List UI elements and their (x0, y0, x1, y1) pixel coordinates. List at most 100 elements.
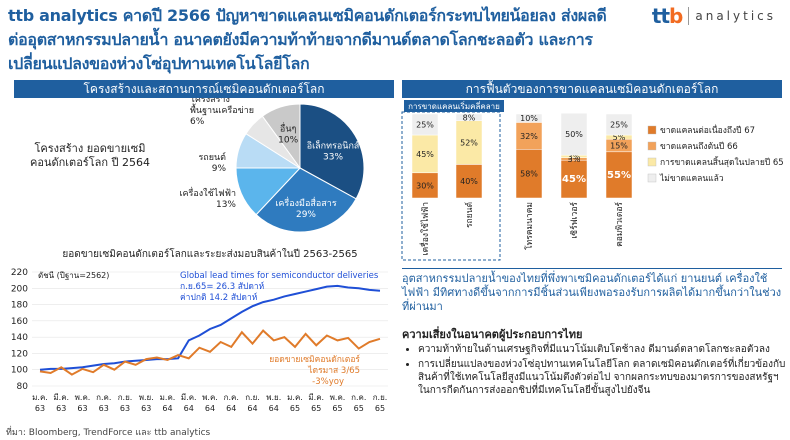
x-tick-label: พ.ย. (266, 393, 281, 402)
x-tick-label: ก.ค. (96, 393, 111, 402)
bar-segment (411, 134, 439, 174)
bar-value-label: 25% (610, 121, 628, 130)
y-tick-label: 120 (11, 349, 28, 359)
logo-word: analytics (695, 9, 776, 23)
risk-title: ความเสี่ยงในอนาคตผู้ประกอบการไทย (402, 328, 583, 341)
bar-segment (560, 159, 588, 199)
stacked-bar-chart: การขาดแคลนเริ่มคลี่คลาย 30% 45% 25% เครื่องใ… (401, 100, 784, 261)
x-tick-label: 63 (99, 404, 109, 413)
y-tick-label: 220 (11, 268, 28, 278)
bar-value-label: 32% (520, 132, 538, 141)
x-tick-label: 65 (354, 404, 364, 413)
line-title: ยอดขายเซมิคอนดักเตอร์โลกและระยะส่งมอบสิน… (62, 249, 358, 260)
y-tick-label: 180 (11, 301, 28, 311)
bar-segment (515, 113, 543, 123)
x-tick-label: 63 (141, 404, 151, 413)
x-tick-label: ก.ย. (118, 393, 133, 402)
bar-value-label: 52% (460, 139, 478, 148)
bar-segment (411, 172, 439, 199)
x-tick-label: ม.ค. (32, 393, 48, 402)
category-label: คอมพิวเตอร์ (614, 202, 625, 247)
pie-label: เครื่องใช้ไฟฟ้า (179, 186, 236, 199)
x-tick-label: มี.ค. (181, 393, 197, 402)
x-tick-label: มี.ค. (308, 393, 324, 402)
x-tick-label: พ.ค. (75, 393, 91, 402)
legend-label: การขาดแคลนสิ้นสุดในปลายปี 65 (660, 156, 784, 168)
shortage-tag (404, 100, 504, 112)
pie-slice (255, 167, 357, 233)
pie-label: 13% (216, 200, 236, 210)
pie-label: โครงสร้าง (190, 98, 230, 105)
risk-section: ความเสี่ยงในอนาคตผู้ประกอบการไทย ความท้า… (402, 328, 787, 397)
x-tick-label: 65 (375, 404, 385, 413)
shortage-tag-label: การขาดแคลนเริ่มคลี่คลาย (408, 100, 500, 111)
x-tick-label: 64 (226, 404, 236, 413)
pie-slice (299, 103, 365, 200)
left-banner: โครงสร้างและสถานการณ์เซมิคอนดักเตอร์โลก (14, 80, 394, 98)
x-tick-label: 63 (35, 404, 45, 413)
series-note: -3%yoy (312, 377, 344, 387)
logo-divider (688, 7, 690, 25)
bar-value-label: 25% (416, 121, 434, 130)
legend-swatch (647, 157, 657, 167)
summary-text: อุตสาหกรรมปลายน้ำของไทยที่พึ่งพาเซมิคอนด… (402, 272, 782, 313)
page-title: ttb analytics คาดปี 2566 ปัญหาขาดแคลนเซม… (8, 6, 607, 73)
pie-label: 33% (323, 152, 343, 162)
category-label: เซิร์ฟเวอร์ (569, 202, 580, 239)
index-label: ดัชนี (ปีฐาน=2562) (38, 271, 109, 280)
x-tick-label: ก.ย. (245, 393, 260, 402)
legend-swatch (647, 125, 657, 135)
x-tick-label: ม.ค. (160, 393, 176, 402)
x-tick-label: ก.ค. (224, 393, 239, 402)
bar-value-label: 30% (416, 181, 434, 190)
series-note: ค่าปกติ 14.2 สัปดาห์ (180, 292, 257, 303)
pie-label: 29% (296, 210, 316, 220)
series-name: ไตรมาส 3/65 (307, 365, 360, 376)
ttb-logo-mark: ttb (651, 4, 683, 28)
pie-label: 6% (190, 117, 205, 127)
x-tick-label: ก.ค. (351, 393, 366, 402)
pie-slice (245, 115, 301, 169)
ttb-logo: ttb analytics (652, 4, 776, 28)
y-tick-label: 100 (11, 366, 28, 376)
bar-segment (411, 113, 439, 136)
x-tick-label: 63 (77, 404, 87, 413)
bar-value-label: 5% (613, 133, 626, 142)
x-tick-label: 65 (290, 404, 300, 413)
bar-value-label: 3% (568, 152, 581, 161)
lead-time-line (39, 284, 381, 371)
x-tick-label: ก.ย. (373, 393, 388, 402)
bar-value-label: 10% (520, 114, 538, 123)
y-tick-label: 80 (17, 382, 29, 392)
x-tick-label: 65 (311, 404, 321, 413)
bar-value-label: 45% (562, 174, 586, 185)
x-tick-label: ม.ค. (287, 393, 303, 402)
legend-swatch (647, 141, 657, 151)
bar-segment (605, 113, 633, 136)
bar-value-label: 45% (416, 150, 434, 159)
x-tick-label: 64 (184, 404, 194, 413)
source-note: ที่มา: Bloomberg, TrendForce และ ttb ana… (6, 428, 211, 438)
pie-caption: โครงสร้าง ยอดขายเซมิคอนดักเตอร์โลก ปี 25… (30, 142, 150, 169)
bar-value-label: 15% (610, 142, 628, 151)
bar-segment (455, 164, 483, 199)
legend-swatch (647, 173, 657, 183)
bar-segment (560, 112, 588, 156)
bar-value-label: 55% (607, 170, 631, 181)
x-tick-label: 64 (269, 404, 279, 413)
pie-label: 10% (278, 135, 298, 145)
pie-label: อิเล็กทรอนิกส์ (307, 138, 360, 151)
legend-label: ไม่ขาดแคลนแล้ว (659, 173, 724, 184)
sales-line (39, 329, 381, 376)
y-tick-label: 160 (11, 317, 28, 327)
bar-segment (605, 151, 633, 199)
x-tick-label: 64 (247, 404, 257, 413)
category-label: เครื่องใช้ไฟฟ้า (419, 202, 431, 255)
pie-label: พื้นฐานเครือข่าย (190, 103, 254, 116)
y-tick-label: 140 (11, 333, 28, 343)
bar-value-label: 58% (520, 170, 538, 179)
x-tick-label: พ.ค. (330, 393, 346, 402)
x-tick-label: 63 (56, 404, 66, 413)
x-tick-label: 64 (162, 404, 172, 413)
